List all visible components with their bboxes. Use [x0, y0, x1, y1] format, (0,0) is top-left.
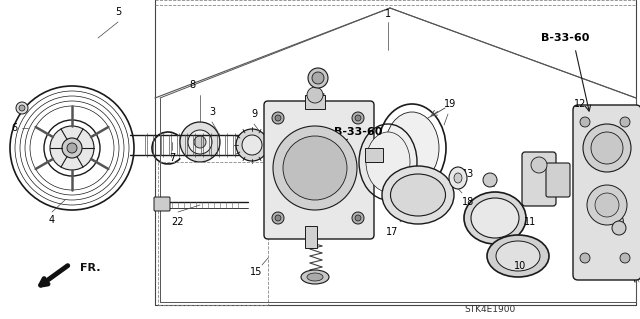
Circle shape [275, 115, 281, 121]
FancyBboxPatch shape [522, 152, 556, 206]
Text: 6: 6 [11, 123, 17, 133]
Bar [365, 148, 383, 162]
Circle shape [272, 112, 284, 124]
Bar [305, 226, 317, 248]
Circle shape [272, 212, 284, 224]
Circle shape [275, 215, 281, 221]
Text: 5: 5 [115, 7, 121, 17]
Circle shape [580, 117, 590, 127]
FancyBboxPatch shape [154, 197, 170, 211]
Ellipse shape [301, 270, 329, 284]
Ellipse shape [483, 173, 497, 187]
Circle shape [352, 112, 364, 124]
Ellipse shape [385, 112, 439, 184]
Circle shape [62, 138, 82, 158]
Text: 2: 2 [559, 187, 565, 197]
Circle shape [591, 132, 623, 164]
Circle shape [283, 136, 347, 200]
Circle shape [531, 157, 547, 173]
Ellipse shape [307, 273, 323, 281]
Ellipse shape [487, 235, 549, 277]
Text: B-33-60: B-33-60 [334, 127, 382, 137]
Circle shape [620, 117, 630, 127]
Text: STK4E1900: STK4E1900 [465, 306, 516, 315]
Text: FR.: FR. [80, 263, 100, 273]
Circle shape [595, 193, 619, 217]
Text: 16: 16 [314, 69, 326, 79]
Circle shape [308, 68, 328, 88]
Text: 12: 12 [574, 99, 586, 109]
Circle shape [352, 212, 364, 224]
Ellipse shape [496, 241, 540, 271]
Circle shape [50, 126, 94, 170]
Circle shape [312, 72, 324, 84]
Text: 21: 21 [544, 197, 556, 207]
Circle shape [355, 215, 361, 221]
Text: 19: 19 [444, 99, 456, 109]
Circle shape [194, 136, 206, 148]
Circle shape [242, 135, 262, 155]
Circle shape [180, 122, 220, 162]
Circle shape [580, 253, 590, 263]
Text: 20: 20 [612, 217, 624, 227]
Text: 10: 10 [514, 261, 526, 271]
Circle shape [307, 87, 323, 103]
Text: 8: 8 [189, 80, 195, 90]
FancyBboxPatch shape [264, 101, 374, 239]
Circle shape [355, 115, 361, 121]
Circle shape [236, 129, 268, 161]
Ellipse shape [390, 174, 445, 216]
FancyBboxPatch shape [573, 105, 640, 280]
Circle shape [583, 124, 631, 172]
Text: 11: 11 [524, 217, 536, 227]
FancyBboxPatch shape [546, 163, 570, 197]
Circle shape [620, 253, 630, 263]
Text: 7: 7 [169, 153, 175, 163]
Circle shape [587, 185, 627, 225]
Text: 17: 17 [386, 227, 398, 237]
Text: 3: 3 [209, 107, 215, 117]
Ellipse shape [449, 167, 467, 189]
Text: B-33-60: B-33-60 [541, 33, 589, 43]
Circle shape [16, 102, 28, 114]
Circle shape [188, 130, 212, 154]
Text: 14: 14 [326, 197, 338, 207]
Circle shape [612, 221, 626, 235]
Text: 18: 18 [462, 197, 474, 207]
Circle shape [67, 143, 77, 153]
Circle shape [273, 126, 357, 210]
Text: 1: 1 [385, 9, 391, 19]
Text: 13: 13 [462, 169, 474, 179]
Ellipse shape [464, 192, 526, 244]
Text: 15: 15 [250, 267, 262, 277]
Circle shape [19, 105, 25, 111]
Ellipse shape [382, 166, 454, 224]
Ellipse shape [471, 198, 519, 238]
Text: 4: 4 [49, 215, 55, 225]
Text: 22: 22 [172, 217, 184, 227]
Ellipse shape [366, 132, 410, 192]
Bar [305, 95, 325, 109]
Text: 9: 9 [251, 109, 257, 119]
Ellipse shape [454, 173, 462, 183]
